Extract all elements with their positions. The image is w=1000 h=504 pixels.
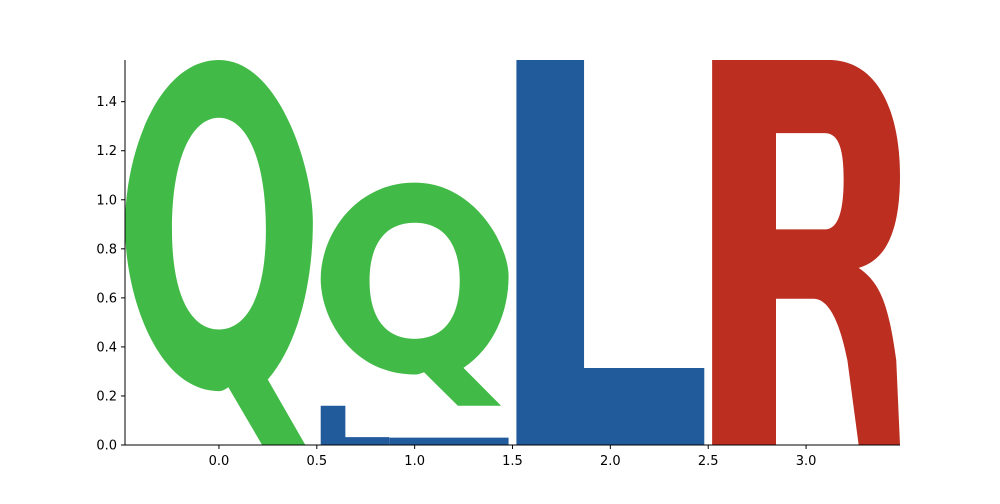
marks bbox=[125, 60, 900, 445]
y-tick-label: 0.8 bbox=[96, 242, 117, 257]
axes: 0.0 0.5 1.0 1.5 2.0 2.5 3.0 0.0 0.2 0.4 0.6 0.8 1.0 1… bbox=[96, 60, 900, 469]
x-tick-label: 0.5 bbox=[306, 454, 327, 469]
x-tick-label: 2.0 bbox=[600, 454, 621, 469]
letter-l-stack-1-seg-1 bbox=[320, 405, 390, 445]
x-tick-label: 1.5 bbox=[502, 454, 523, 469]
y-tick-label: 1.4 bbox=[96, 95, 117, 110]
y-tick-label: 0.6 bbox=[96, 291, 117, 306]
y-tick-label: 1.0 bbox=[96, 193, 117, 208]
x-tick-label: 0.0 bbox=[209, 454, 230, 469]
letter-r-stack-3-seg-0 bbox=[712, 60, 900, 445]
y-tick-label: 0.4 bbox=[96, 340, 117, 355]
letter-q-stack-1-seg-0 bbox=[320, 182, 509, 406]
letter-l-stack-1-seg-2 bbox=[389, 437, 509, 445]
y-tick-label: 1.2 bbox=[96, 144, 117, 159]
y-tick-label: 0.0 bbox=[96, 439, 117, 454]
letter-l-stack-2-seg-0 bbox=[516, 60, 705, 445]
x-tick-label: 3.0 bbox=[796, 454, 817, 469]
x-tick-label: 2.5 bbox=[698, 454, 719, 469]
y-tick-label: 0.2 bbox=[96, 389, 117, 404]
letter-q-stack-0-seg-0 bbox=[125, 60, 313, 445]
x-tick-label: 1.0 bbox=[404, 454, 425, 469]
